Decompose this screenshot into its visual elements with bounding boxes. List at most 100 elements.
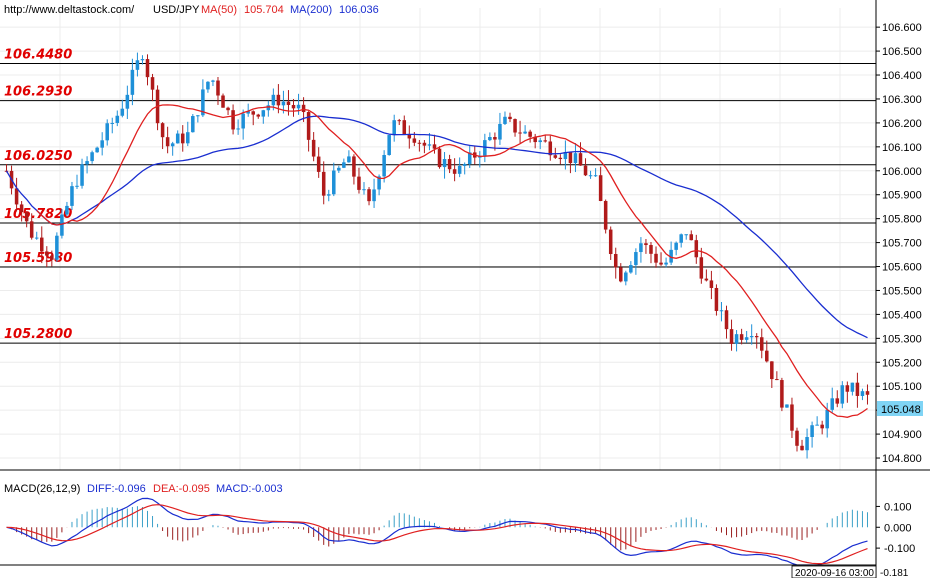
y-tick-label: 105.100 (882, 381, 922, 393)
candle-body (467, 152, 472, 165)
candle-body (508, 116, 512, 120)
candle-body (39, 237, 44, 252)
candle-body (407, 134, 412, 139)
support-resistance-levels: 106.4480106.2930106.0250105.7820105.5980… (0, 48, 876, 344)
candle-body (226, 107, 230, 111)
candle-body (261, 110, 266, 117)
macd-axis: 0.100 0.000 -0.100 (876, 501, 915, 555)
candle-body (754, 336, 759, 338)
candle-body (619, 267, 623, 282)
macd-dea-line (6, 504, 868, 565)
macd-tick-label: 0.000 (884, 522, 912, 534)
candle-body (452, 169, 457, 174)
candle-body (326, 194, 331, 196)
candle-body (860, 391, 865, 396)
candle-body (80, 164, 84, 186)
candle-body (603, 200, 608, 230)
candle-body (805, 437, 809, 451)
ma50-value: 105.704 (244, 4, 284, 16)
candle-body (115, 115, 120, 123)
candle-body (639, 243, 643, 253)
y-tick-label: 105.900 (882, 190, 922, 202)
y-tick-label: 105.200 (882, 357, 922, 369)
candle-body (729, 329, 734, 344)
y-tick-label: 105.600 (882, 262, 922, 274)
y-tick-label: 106.200 (882, 118, 922, 130)
candle-body (306, 112, 311, 140)
candle-body (493, 137, 497, 140)
candle-body (276, 94, 281, 106)
candle-body (231, 110, 235, 130)
ma200-value: 106.036 (339, 4, 379, 16)
candle-body (216, 80, 220, 96)
source-url: http://www.deltastock.com/ (4, 4, 135, 16)
macd-tick-label: 0.100 (884, 501, 912, 513)
candle-body (392, 120, 396, 136)
candle-body (558, 157, 563, 160)
candle-body (563, 151, 568, 160)
candle-body (382, 155, 386, 177)
candle-body (865, 391, 870, 395)
macd-name: MACD(26,12,9) (4, 483, 80, 495)
candle-body (45, 251, 49, 256)
candle-body (387, 135, 391, 156)
candle-body (125, 94, 130, 109)
candle-body (90, 152, 94, 162)
candle-body (744, 337, 749, 340)
time-label-box (791, 565, 877, 578)
y-tick-label: 105.300 (882, 333, 922, 345)
candle-body (498, 123, 502, 140)
candle-body (513, 119, 517, 133)
candle-body (271, 94, 276, 106)
candle-body (548, 141, 553, 156)
candle-body (644, 243, 648, 246)
candle-body (150, 77, 155, 90)
candle-body (196, 115, 200, 117)
candle-body (367, 189, 371, 202)
candle-body (19, 204, 24, 213)
candle-body (835, 398, 840, 404)
level-label: 105.5980 (4, 251, 72, 266)
candle-body (55, 235, 59, 260)
candle-body (427, 144, 432, 146)
macd-diff: DIFF:-0.096 (87, 483, 146, 495)
candle-body (825, 409, 829, 429)
candle-body (503, 116, 507, 124)
candle-body (518, 132, 522, 134)
candle-body (321, 171, 326, 196)
candle-body (256, 114, 261, 117)
y-tick-label: 106.300 (882, 94, 922, 106)
candle-body (170, 143, 175, 147)
candle-body (140, 59, 145, 61)
candle-body (573, 153, 578, 164)
macd-diff-line (6, 497, 868, 566)
candle-body (180, 133, 185, 144)
candle-body (211, 80, 215, 82)
level-label: 106.2930 (4, 85, 72, 100)
candle-body (523, 131, 527, 134)
y-tick-label: 104.800 (882, 453, 922, 465)
candle-body (130, 69, 135, 95)
candle-body (795, 430, 799, 446)
y-tick-label: 105.400 (882, 309, 922, 321)
candle-body (634, 252, 638, 266)
candle-body (608, 229, 613, 255)
candle-body (850, 382, 855, 392)
y-tick-label: 105.700 (882, 238, 922, 250)
candle-body (362, 189, 366, 191)
candle-body (629, 265, 633, 273)
candle-body (724, 310, 729, 330)
macd-tick-label: -0.100 (884, 543, 915, 555)
candle-body (135, 60, 140, 70)
candle-body (447, 159, 452, 170)
candle-body (206, 81, 210, 90)
candle-body (654, 253, 658, 263)
candle-body (785, 404, 789, 408)
price-axis: 104.800104.900105.000105.100105.200105.3… (876, 22, 922, 465)
candle-body (301, 104, 306, 113)
candle-body (145, 59, 150, 78)
candle-body (613, 254, 618, 268)
current-price: 105.048 (881, 404, 921, 416)
ma200-line (5, 115, 868, 339)
candle-body (820, 424, 824, 429)
